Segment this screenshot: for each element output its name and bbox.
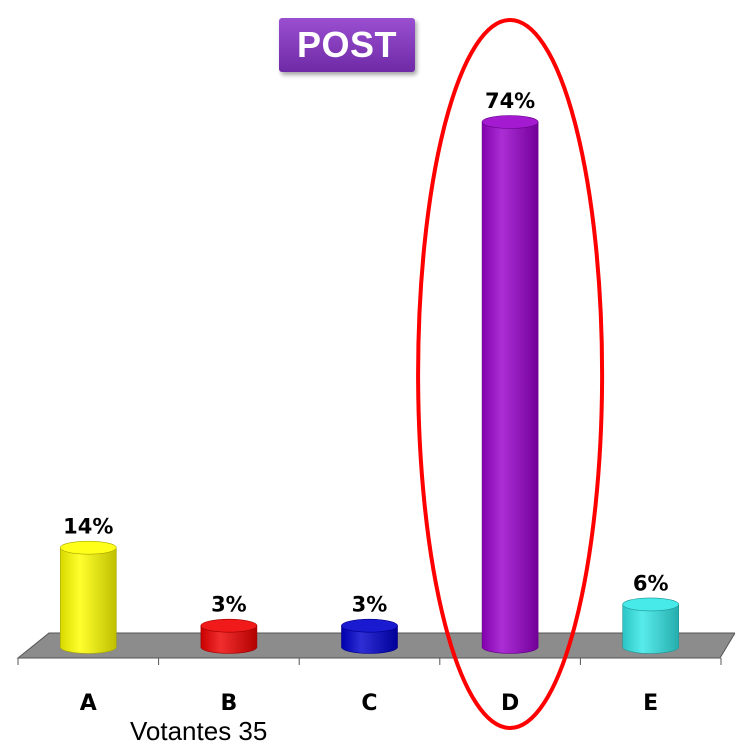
tick-label-d: D (501, 691, 519, 716)
bar-top (200, 618, 258, 633)
bar-top (481, 115, 539, 129)
data-label-d: 74% (485, 89, 535, 113)
chart-title: POST (296, 24, 397, 65)
tick-label-a: A (80, 691, 97, 716)
bar-body (200, 625, 258, 654)
labels-group: 14% A 3% B 3% C 74% D 6% E (63, 89, 668, 716)
data-label-e: 6% (633, 571, 669, 595)
highlight-ellipse (416, 18, 605, 730)
bar-a (60, 540, 117, 654)
bar-body (60, 547, 117, 654)
data-label-b: 3% (211, 593, 247, 617)
data-label-a: 14% (63, 515, 113, 539)
bar-e (622, 597, 680, 654)
bar-body (622, 604, 679, 654)
bars-group (60, 115, 680, 654)
bar-top (60, 540, 117, 555)
bar-body (481, 121, 539, 654)
bar-top (622, 597, 680, 612)
tick-label-b: B (221, 691, 238, 716)
tick-label-c: C (361, 691, 377, 716)
bar-top (341, 618, 398, 633)
bar-b (200, 618, 258, 654)
voters-caption: Votantes 35 (130, 716, 268, 746)
highlight-group (416, 18, 605, 730)
data-label-c: 3% (352, 593, 388, 617)
bar-c (341, 618, 398, 654)
bar-d (481, 115, 539, 654)
chart-title-box: POST (279, 18, 415, 72)
bar-body (341, 625, 398, 654)
tick-label-e: E (643, 691, 658, 716)
